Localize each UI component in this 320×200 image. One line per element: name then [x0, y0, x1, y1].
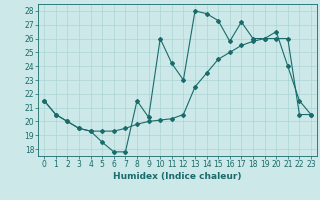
- X-axis label: Humidex (Indice chaleur): Humidex (Indice chaleur): [113, 172, 242, 181]
